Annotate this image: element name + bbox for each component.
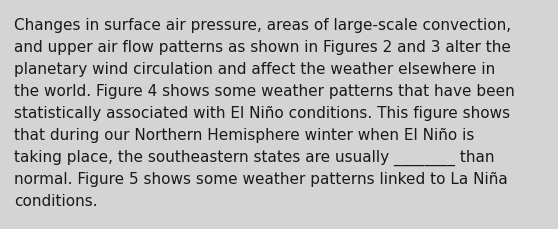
Text: and upper air flow patterns as shown in Figures 2 and 3 alter the: and upper air flow patterns as shown in … [14, 40, 511, 55]
Text: planetary wind circulation and affect the weather elsewhere in: planetary wind circulation and affect th… [14, 62, 496, 77]
Text: normal. Figure 5 shows some weather patterns linked to La Niña: normal. Figure 5 shows some weather patt… [14, 171, 508, 186]
Text: Changes in surface air pressure, areas of large-scale convection,: Changes in surface air pressure, areas o… [14, 18, 511, 33]
Text: the world. Figure 4 shows some weather patterns that have been: the world. Figure 4 shows some weather p… [14, 84, 514, 98]
Text: conditions.: conditions. [14, 193, 98, 208]
Text: statistically associated with El Niño conditions. This figure shows: statistically associated with El Niño co… [14, 106, 510, 120]
Text: taking place, the southeastern states are usually ________ than: taking place, the southeastern states ar… [14, 149, 494, 166]
Text: that during our Northern Hemisphere winter when El Niño is: that during our Northern Hemisphere wint… [14, 128, 474, 142]
